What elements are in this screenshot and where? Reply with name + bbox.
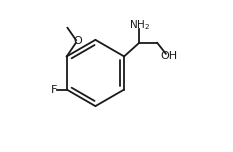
- Text: NH$_2$: NH$_2$: [129, 19, 150, 32]
- Text: O: O: [73, 36, 82, 46]
- Text: F: F: [51, 85, 57, 95]
- Text: OH: OH: [161, 51, 178, 61]
